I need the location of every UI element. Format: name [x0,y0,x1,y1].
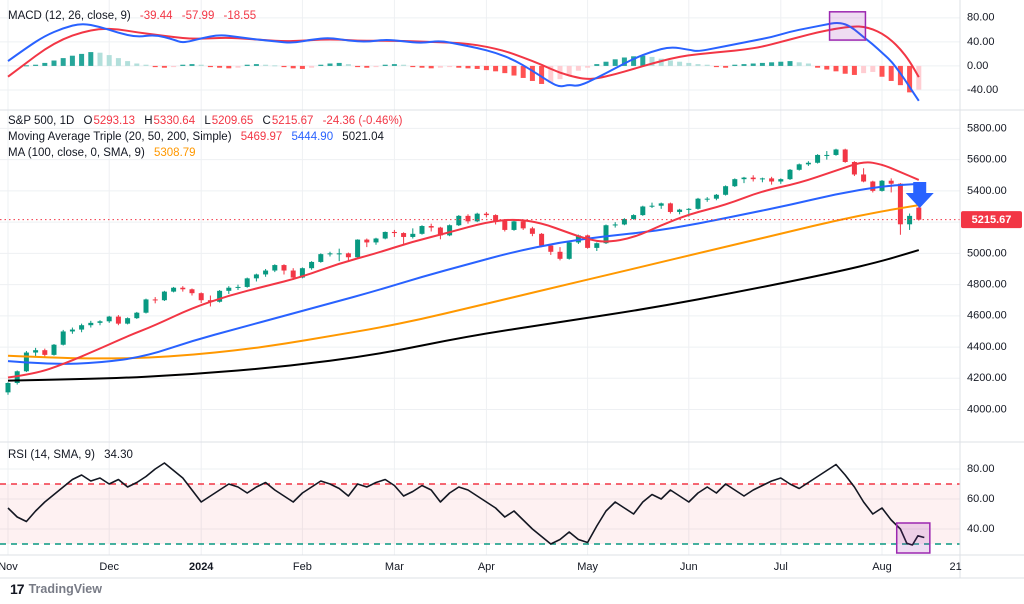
macd-axis-label: 0.00 [967,60,988,72]
ohlc-low: L5209.65 [204,115,254,127]
time-axis-label: Jun [680,561,698,573]
ma200-line [7,249,920,382]
ma50-value: 5444.90 [291,131,334,143]
candlesticks [5,148,922,395]
rsi-axis-label: 80.00 [967,463,995,475]
price-axis-label: 4200.00 [967,372,1007,384]
ma50-line [7,182,919,365]
ma100-legend-row: MA (100, close, 0, SMA, 9) 5308.79 [8,145,409,161]
time-axis-label: Dec [99,561,119,573]
rsi-axis-label: 40.00 [967,523,995,535]
price-axis-label: 4400.00 [967,341,1007,353]
rsi-line [7,462,925,546]
macd-axis-label: -40.00 [967,84,998,96]
time-axis-label: 21 [949,561,961,573]
time-axis-label: Feb [293,561,312,573]
tradingview-brand-text: TradingView [28,582,102,596]
vertical-gridlines [7,0,883,555]
macd-legend-title: MACD (12, 26, close, 9) [8,10,131,22]
ma100-line [7,204,919,360]
price-axis-label: 5400.00 [967,185,1007,197]
price-axis-label: 4800.00 [967,278,1007,290]
ohlc-open: O5293.13 [83,115,136,127]
macd-line-value: -57.99 [181,10,215,22]
symbol-legend[interactable]: S&P 500, 1D O5293.13 H5330.64 L5209.65 C… [8,113,409,161]
plot-area [0,0,960,555]
time-axis-label: Aug [872,561,892,573]
time-axis-label: Mar [385,561,404,573]
tradingview-logo-icon: 17 [10,581,25,597]
macd-highlight-box[interactable] [828,11,867,41]
rsi-indicator-legend[interactable]: RSI (14, SMA, 9) 34.30 [8,447,139,463]
rsi-highlight-box[interactable] [895,522,931,554]
symbol-title: S&P 500, 1D [8,115,75,127]
time-axis-label: Nov [0,561,18,573]
horizontal-gridlines [0,17,960,530]
price-axis-label: 4600.00 [967,310,1007,322]
ma20-value: 5469.97 [240,131,283,143]
macd-histogram-value: -39.44 [139,10,173,22]
time-axis[interactable]: Nov Dec 2024 Feb Mar Apr May Jun Jul Aug 21 [0,561,962,573]
price-axis[interactable]: 80.00 40.00 0.00 -40.00 5800.00 5600.00 5400.0… [961,12,1022,535]
tradingview-attribution[interactable]: 17 TradingView [10,581,102,597]
rsi-legend-title: RSI (14, SMA, 9) [8,449,95,461]
macd-signal-value: -18.55 [223,10,257,22]
time-axis-label: Jul [774,561,788,573]
ma100-title: MA (100, close, 0, SMA, 9) [8,147,145,159]
price-axis-label: 4000.00 [967,403,1007,415]
rsi-axis-label: 60.00 [967,493,995,505]
price-axis-label: 5600.00 [967,154,1007,166]
ma20-line [7,161,920,379]
macd-axis-label: 80.00 [967,12,995,24]
macd-axis-label: 40.00 [967,36,995,48]
down-arrow-annotation[interactable] [905,181,934,209]
price-axis-label: 5800.00 [967,122,1007,134]
price-axis-label: 5000.00 [967,247,1007,259]
last-price-badge [961,211,1022,229]
time-axis-label: Apr [478,561,495,573]
last-price-badge-label: 5215.67 [972,214,1012,226]
symbol-legend-row-ohlc: S&P 500, 1D O5293.13 H5330.64 L5209.65 C… [8,113,409,129]
price-change: -24.36 (-0.46%) [322,115,403,127]
ohlc-close: C5215.67 [262,115,314,127]
macd-indicator-legend[interactable]: MACD (12, 26, close, 9) -39.44 -57.99 -1… [8,8,262,24]
ohlc-high: H5330.64 [144,115,196,127]
ma100-value: 5308.79 [153,147,196,159]
time-axis-label: 2024 [189,561,214,573]
ma-triple-legend-row: Moving Average Triple (20, 50, 200, Simp… [8,129,409,145]
rsi-band-fill [0,484,960,544]
time-axis-label: May [577,561,598,573]
ma200-value: 5021.04 [342,131,384,143]
rsi-value: 34.30 [104,449,133,461]
ma-triple-title: Moving Average Triple (20, 50, 200, Simp… [8,131,232,143]
macd-signal-line [7,25,920,80]
